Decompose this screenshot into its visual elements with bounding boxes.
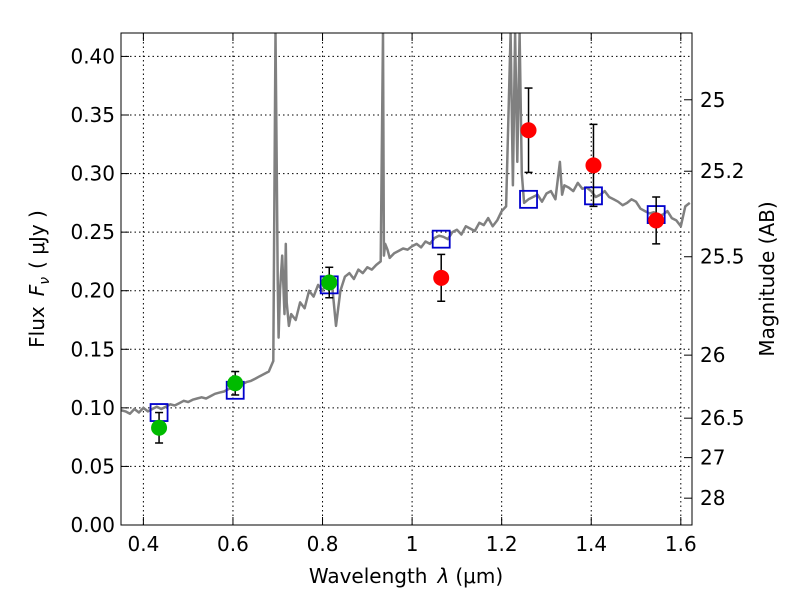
plot-frame — [120, 32, 693, 526]
y2-axis-title: Magnitude (AB) — [755, 201, 779, 356]
y-axis-title: FluxFν( μJy ) — [25, 210, 53, 348]
y-tick-label: 0.15 — [70, 337, 115, 361]
photometry-point — [585, 157, 602, 174]
y-tick-label: 0.00 — [70, 513, 115, 537]
y2-tick-label: 28 — [700, 486, 725, 510]
photometry-point — [433, 269, 450, 286]
x-tick-label: 0.6 — [217, 532, 249, 556]
y-tick-label: 0.05 — [70, 454, 115, 478]
y-tick-label: 0.30 — [70, 162, 115, 186]
y2-tick-label: 26 — [700, 343, 725, 367]
y2-tick-label: 25.5 — [700, 245, 745, 269]
x-tick-label: 0.8 — [307, 532, 339, 556]
x-tick-label: 1 — [406, 532, 419, 556]
photometry-point — [520, 122, 537, 139]
y-tick-label: 0.20 — [70, 279, 115, 303]
axis-ticks: 0.4 0.6 0.8 1 1.2 1.4 1.6 0.00 0.05 0.10 0.15 0.20 0… — [70, 33, 745, 556]
y-tick-label: 0.35 — [70, 103, 115, 127]
x-tick-label: 0.4 — [127, 532, 159, 556]
x-tick-label: 1.4 — [575, 532, 607, 556]
y2-tick-label: 25.2 — [700, 159, 745, 183]
y2-tick-label: 25 — [700, 88, 725, 112]
y-tick-label: 0.10 — [70, 396, 115, 420]
grid-lines — [121, 33, 692, 526]
model-photometry-square — [431, 229, 451, 249]
x-tick-label: 1.6 — [665, 532, 697, 556]
model-photometry-square — [519, 189, 538, 209]
photometry-point — [227, 375, 244, 392]
plot-area — [121, 33, 691, 444]
photometry-point — [321, 274, 338, 291]
plot-background — [121, 33, 692, 525]
y2-tick-label: 27 — [700, 446, 725, 470]
photometry-point — [151, 419, 168, 436]
y-tick-label: 0.40 — [70, 44, 115, 68]
y2-tick-label: 26.5 — [700, 406, 745, 430]
x-tick-label: 1.2 — [486, 532, 518, 556]
y-tick-label: 0.25 — [70, 220, 115, 244]
photometry-point — [648, 212, 665, 229]
x-axis-title: Wavelength λ (μm) — [309, 564, 503, 588]
